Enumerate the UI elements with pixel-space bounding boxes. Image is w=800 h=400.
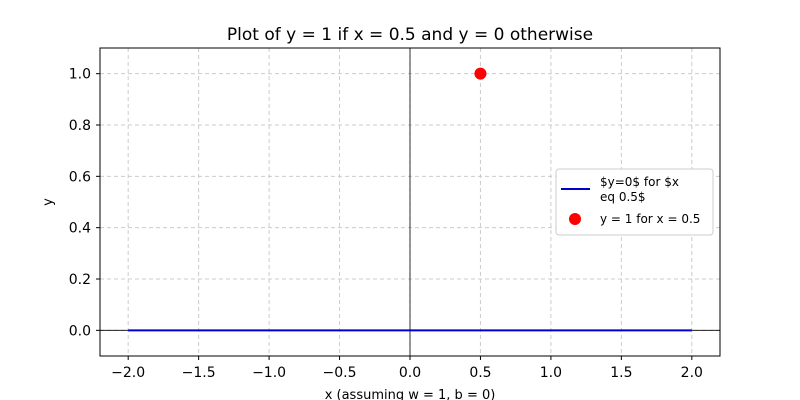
tick-layer: −2.0 −1.5 −1.0 −0.5 0.0 0.5 1.0 1.5 2.0 0.0 0.2 0.4…: [69, 67, 703, 381]
y-axis-label: y: [41, 198, 56, 206]
y-tick-label: 0.8: [69, 118, 91, 134]
legend-line-label-1: $y=0$ for $x: [600, 175, 679, 189]
legend-box: [555, 168, 714, 236]
x-tick-label: 0.0: [399, 365, 421, 381]
legend-line-label-2: eq 0.5$: [600, 190, 646, 204]
x-tick-label: 0.5: [469, 365, 491, 381]
y-tick-label: 0.6: [69, 169, 91, 185]
legend: $y=0$ for $x eq 0.5$ y = 1 for x = 0.5: [555, 168, 714, 236]
x-tick-label: −1.5: [182, 365, 216, 381]
chart-title: Plot of y = 1 if x = 0.5 and y = 0 other…: [227, 25, 593, 45]
y-tick-label: 0.0: [69, 323, 91, 339]
x-tick-label: −0.5: [323, 365, 357, 381]
y-tick-label: 0.2: [69, 272, 91, 288]
x-tick-label: 1.5: [610, 365, 632, 381]
legend-point-swatch: [569, 213, 581, 225]
x-axis-label: x (assuming w = 1, b = 0): [325, 388, 496, 400]
x-tick-label: 2.0: [681, 365, 703, 381]
y-tick-label: 1.0: [69, 67, 91, 83]
series-layer: [128, 67, 692, 332]
plot-frame: [99, 47, 721, 357]
x-tick-label: −2.0: [111, 365, 145, 381]
x-tick-label: 1.0: [540, 365, 562, 381]
series-point-y1: [474, 67, 487, 80]
y-tick-label: 0.4: [69, 221, 91, 237]
x-tick-label: −1.0: [252, 365, 286, 381]
legend-point-label: y = 1 for x = 0.5: [600, 212, 700, 226]
